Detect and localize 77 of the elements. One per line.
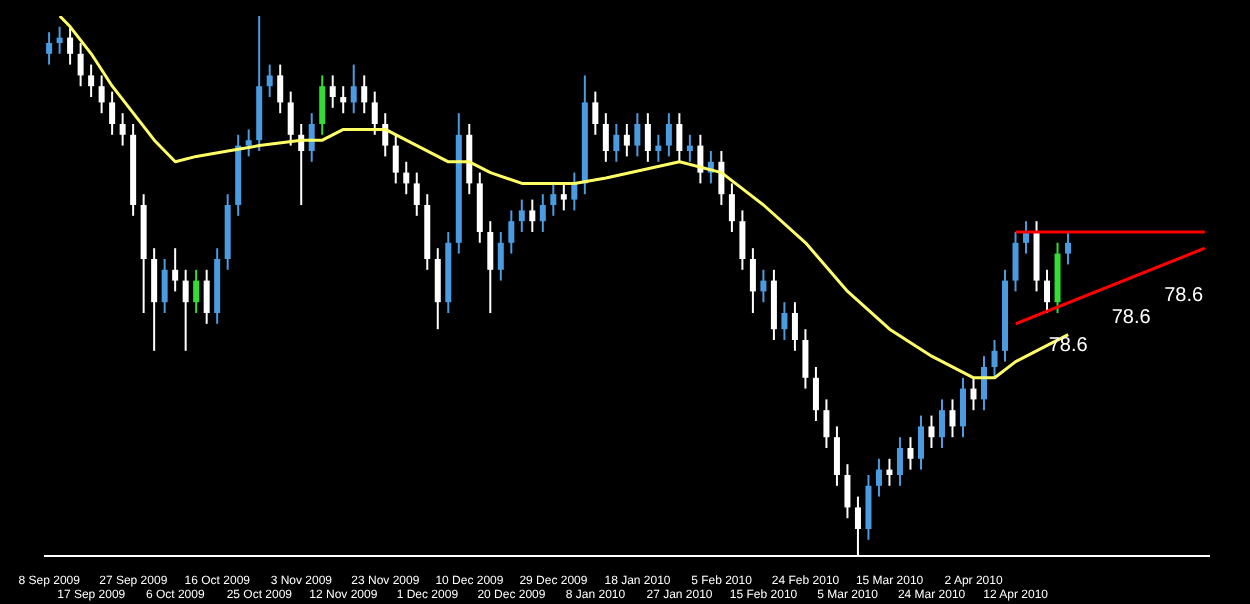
candlestick: [98, 74, 105, 115]
candlestick: [676, 112, 683, 163]
candlestick: [791, 301, 798, 352]
candlestick: [434, 247, 441, 331]
candlestick: [896, 436, 903, 487]
candlestick: [728, 182, 735, 233]
candlestick: [1012, 231, 1019, 293]
candlestick: [928, 414, 935, 449]
candlestick: [634, 112, 641, 158]
candlestick: [56, 25, 63, 55]
candlestick: [403, 160, 410, 196]
candlestick: [109, 90, 116, 136]
candlestick: [67, 25, 74, 66]
candlestick: [560, 182, 567, 212]
candlestick: [508, 209, 515, 255]
candlestick: [340, 85, 347, 115]
candlestick: [329, 74, 336, 109]
candlestick: [46, 31, 53, 66]
candlestick: [77, 42, 84, 88]
candlestick: [739, 209, 746, 271]
candlestick: [539, 193, 546, 233]
candlestick: [487, 220, 494, 314]
candlestick: [529, 198, 536, 233]
candlestick: [413, 171, 420, 217]
candlestick: [655, 133, 662, 163]
candlestick: [833, 425, 840, 487]
candlestick: [959, 376, 966, 439]
candlestick: [203, 268, 210, 325]
candlestick: [518, 198, 525, 233]
candlestick: [991, 339, 998, 379]
candlestick: [865, 474, 872, 541]
candlestick: [1044, 268, 1051, 314]
candlestick: [371, 90, 378, 136]
candlestick: [277, 63, 284, 115]
candlestick: [802, 328, 809, 390]
candlestick: [571, 171, 578, 212]
candlestick: [193, 268, 200, 314]
candlestick: [172, 247, 179, 293]
candlestick: [350, 63, 357, 115]
candlestick: [844, 463, 851, 520]
candlestick: [823, 398, 830, 449]
candlestick: [917, 414, 924, 471]
candlestick: [749, 247, 756, 314]
candlestick: [319, 74, 326, 136]
candlestick: [550, 182, 557, 217]
candlestick: [686, 133, 693, 163]
candlestick: [970, 376, 977, 412]
candlestick: [981, 355, 987, 412]
annotation: 78.6: [1164, 285, 1204, 308]
candlestick: [151, 247, 158, 352]
candlestick: [592, 90, 599, 136]
candlestick: [602, 112, 609, 163]
candlestick: [644, 112, 651, 163]
candlestick: [949, 398, 956, 439]
candlestick: [781, 301, 788, 341]
candlestick: [182, 268, 189, 352]
annotation: 78.6: [1048, 334, 1088, 357]
candlestick: [623, 123, 630, 158]
annotation: 78.6: [1111, 307, 1151, 330]
candlestick: [1065, 231, 1072, 266]
candlestick: [938, 398, 945, 449]
candlestick: [245, 128, 252, 158]
candlestick: [361, 74, 368, 115]
candlestick: [875, 457, 882, 498]
candlestick: [812, 366, 819, 422]
candlestick: [119, 112, 126, 147]
candlestick: [497, 231, 504, 282]
candlestick: [287, 90, 294, 147]
candlestick: [886, 457, 893, 487]
candlestick: [88, 63, 95, 98]
candlestick: [266, 63, 273, 98]
candlestick: [392, 133, 399, 185]
candlestick: [613, 123, 620, 163]
candlestick: [665, 112, 672, 158]
candlestick: [760, 268, 767, 304]
candlestick: [161, 258, 168, 314]
candlestick: [907, 436, 914, 471]
